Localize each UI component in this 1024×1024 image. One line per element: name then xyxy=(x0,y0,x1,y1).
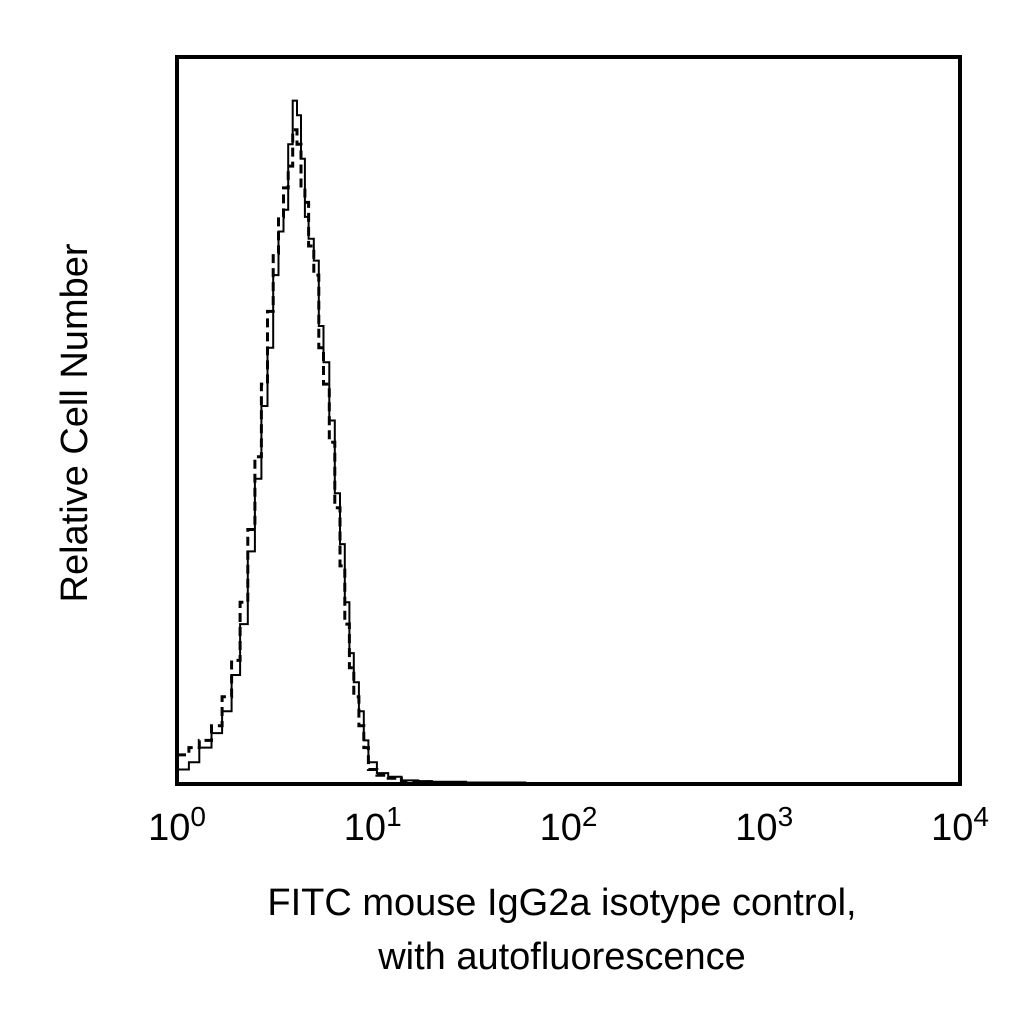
series-layer xyxy=(177,99,960,786)
x-tick-labels: 100 101 102 103 104 xyxy=(148,801,989,849)
x-tick-label: 104 xyxy=(931,801,989,849)
histogram-series-solid xyxy=(177,99,960,785)
x-axis-label-line1: FITC mouse IgG2a isotype control, xyxy=(267,882,856,924)
x-tick-label: 101 xyxy=(344,801,402,849)
y-axis-label: Relative Cell Number xyxy=(54,243,96,602)
plot-frame xyxy=(175,55,962,786)
x-tick-label: 103 xyxy=(735,801,793,849)
histogram-series-dashed xyxy=(177,128,960,786)
x-tick-label: 102 xyxy=(540,801,598,849)
x-tick-label: 100 xyxy=(148,801,206,849)
x-axis-label-line2: with autofluorescence xyxy=(377,936,746,978)
